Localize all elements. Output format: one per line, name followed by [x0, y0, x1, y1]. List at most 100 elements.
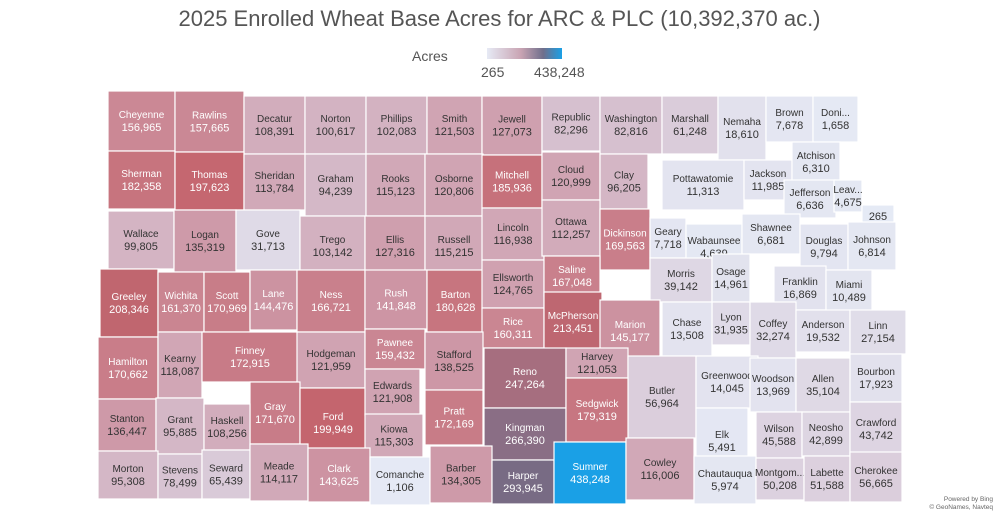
- county-shape: [107, 150, 176, 210]
- county-name-label: Graham: [317, 174, 353, 185]
- county-shape: [749, 301, 797, 359]
- county-acres-label: 208,346: [109, 304, 149, 316]
- county-name-label: Pawnee: [377, 338, 414, 349]
- county-shape: [849, 401, 903, 457]
- legend-color-scale: [487, 48, 562, 59]
- county-acres-label: 31,713: [251, 241, 285, 253]
- county-acres-label: 170,662: [108, 369, 148, 381]
- county-name-label: Rawlins: [192, 111, 227, 122]
- county-name-label: Hodgeman: [307, 349, 356, 360]
- county-name-label: Elk: [715, 430, 730, 441]
- county-acres-label: 121,959: [311, 361, 351, 373]
- county-acres-label: 121,908: [373, 393, 413, 405]
- county-acres-label: 180,628: [436, 302, 476, 314]
- county-name-label: Phillips: [381, 114, 413, 125]
- county-shape: [849, 353, 903, 403]
- county-acres-label: 99,805: [124, 241, 158, 253]
- county-shape: [97, 398, 157, 452]
- county-shape: [717, 95, 767, 161]
- county-acres-label: 121,503: [435, 126, 475, 138]
- county-name-label: Finney: [235, 346, 265, 357]
- county-acres-label: 11,313: [687, 186, 720, 198]
- county-acres-label: 50,208: [763, 480, 797, 492]
- county-shape: [799, 223, 849, 271]
- county-acres-label: 136,447: [107, 426, 147, 438]
- county-shape: [307, 447, 371, 503]
- county-name-label: Stafford: [437, 350, 472, 361]
- county-name-label: Anderson: [802, 320, 845, 331]
- county-name-label: Doni...: [821, 108, 850, 119]
- county-acres-label: 179,319: [577, 411, 617, 423]
- county-acres-label: 143,625: [319, 476, 359, 488]
- county-shape: [201, 449, 251, 500]
- county-name-label: Rush: [384, 289, 407, 300]
- county-acres-label: 169,563: [605, 241, 645, 253]
- county-acres-label: 144,476: [254, 301, 294, 313]
- county-shape: [304, 153, 367, 217]
- county-name-label: Washington: [605, 114, 657, 125]
- county-shape: [481, 207, 545, 261]
- county-name-label: Greenwood: [701, 371, 753, 382]
- county-name-label: Reno: [513, 367, 537, 378]
- county-name-label: Lincoln: [497, 223, 529, 234]
- county-acres-label: 39,142: [664, 281, 698, 293]
- county-name-label: Ottawa: [555, 217, 587, 228]
- county-name-label: Wallace: [123, 229, 159, 240]
- county-acres-label: 127,316: [375, 247, 415, 259]
- county-montgom: Montgom...50,208: [755, 457, 805, 501]
- county-name-label: Grant: [167, 415, 192, 426]
- county-name-label: Comanche: [376, 470, 425, 481]
- county-name-label: Labette: [810, 468, 844, 479]
- county-name-label: Johnson: [853, 235, 891, 246]
- county-acres-label: 120,999: [551, 177, 591, 189]
- county-shape: [661, 159, 745, 211]
- county-acres-label: 116,006: [641, 470, 680, 482]
- county-shape: [649, 257, 713, 303]
- county-acres-label: 19,532: [806, 332, 840, 344]
- county-acres-label: 199,949: [313, 424, 353, 436]
- county-shape: [711, 301, 751, 346]
- county-shape: [249, 381, 301, 445]
- county-name-label: Harper: [508, 471, 539, 482]
- map-credit: Powered by Bing © GeoNames, Navteq: [929, 496, 993, 512]
- county-acres-label: 266,390: [505, 435, 545, 447]
- county-acres-label: 82,296: [554, 125, 588, 137]
- county-acres-label: 138,525: [434, 362, 474, 374]
- county-acres-label: 159,432: [375, 350, 415, 362]
- county-name-label: Chautauqua: [698, 469, 753, 480]
- county-name-label: Lane: [262, 289, 285, 300]
- county-acres-label: 14,045: [710, 383, 744, 395]
- county-name-label: Barton: [441, 290, 470, 301]
- legend-min-label: 265: [481, 64, 505, 80]
- county-name-label: Mitchell: [495, 171, 529, 182]
- county-acres-label: 118,087: [161, 366, 200, 378]
- county-acres-label: 293,945: [503, 483, 543, 495]
- county-shape: [99, 268, 159, 338]
- county-name-label: Pratt: [443, 407, 464, 418]
- county-acres-label: 61,248: [673, 126, 707, 138]
- county-shape: [97, 336, 159, 400]
- map-title: 2025 Enrolled Wheat Base Acres for ARC &…: [178, 6, 821, 31]
- county-acres-label: 100,617: [316, 126, 356, 138]
- county-name-label: Hamilton: [108, 357, 147, 368]
